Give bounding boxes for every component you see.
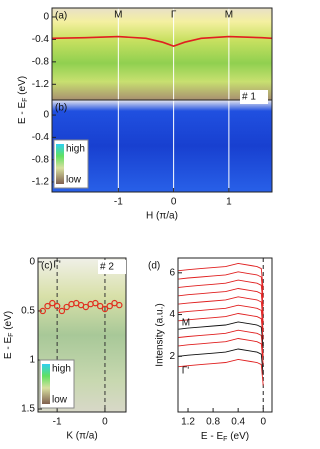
x-axis-label: E - EF (eV) bbox=[201, 431, 249, 443]
label-part: E - E bbox=[3, 337, 14, 360]
label-part: E - E bbox=[17, 102, 28, 125]
y-tick-label: 0.5 bbox=[21, 306, 35, 317]
label-part: E - E bbox=[201, 431, 224, 442]
curve-label: Γ' bbox=[182, 366, 190, 377]
band-point bbox=[63, 303, 70, 311]
edc-curve bbox=[178, 288, 264, 315]
band-point bbox=[116, 301, 123, 309]
symmetry-label: Γ' bbox=[53, 260, 61, 271]
x-tick-label: -1 bbox=[114, 197, 123, 208]
label-box bbox=[98, 260, 126, 274]
band-point bbox=[53, 302, 61, 310]
plot-frame bbox=[177, 257, 273, 413]
curve-label: M bbox=[182, 318, 190, 329]
label-part: (eV) bbox=[227, 431, 249, 442]
colorbar-label: low bbox=[66, 175, 82, 186]
band-point bbox=[49, 299, 56, 307]
band-point bbox=[101, 305, 109, 313]
plot-frame bbox=[51, 99, 273, 193]
symmetry-label: Γ bbox=[171, 10, 177, 21]
y-tick-label: 1 bbox=[29, 355, 35, 366]
y-tick-label: 1.5 bbox=[21, 404, 35, 415]
label-part: F bbox=[8, 333, 15, 337]
edc-curve bbox=[178, 279, 264, 307]
y-tick-label: 4 bbox=[169, 309, 175, 320]
y-tick-label: -0.8 bbox=[32, 56, 50, 67]
band-point bbox=[92, 299, 99, 307]
x-tick-label: 1.2 bbox=[181, 417, 195, 428]
edc-curve bbox=[178, 304, 264, 332]
label-part: F bbox=[223, 436, 227, 443]
x-tick-label: 0 bbox=[260, 417, 266, 428]
x-tick-label: 0.8 bbox=[206, 417, 220, 428]
edc-curve bbox=[178, 338, 264, 365]
band-point bbox=[44, 302, 51, 310]
panel-tag: (a) bbox=[55, 11, 67, 22]
label-box bbox=[240, 90, 268, 104]
band-point bbox=[96, 302, 104, 310]
edc-curve bbox=[178, 271, 264, 298]
edc-curve bbox=[178, 296, 264, 323]
intensity-map bbox=[52, 8, 272, 100]
panel-tag: (c) bbox=[41, 261, 53, 272]
intensity-map bbox=[52, 100, 272, 192]
panel-tag: (d) bbox=[148, 261, 160, 272]
y-tick-label: -0.4 bbox=[32, 132, 50, 143]
x-tick-label: -1 bbox=[53, 417, 62, 428]
y-tick-label: -0.8 bbox=[32, 154, 50, 165]
y-tick-label: 0 bbox=[29, 257, 35, 268]
edc-curve bbox=[178, 313, 264, 340]
colorbar bbox=[42, 364, 50, 404]
x-tick-label: 0.4 bbox=[231, 417, 245, 428]
y-tick-label: 2 bbox=[169, 351, 175, 362]
x-axis-label: K (π/a) bbox=[66, 431, 97, 442]
x-axis-label: H (π/a) bbox=[146, 211, 178, 222]
y-tick-label: -1.2 bbox=[32, 177, 50, 188]
edc-curve bbox=[178, 321, 264, 348]
colorbar bbox=[56, 144, 64, 184]
dispersion-line bbox=[51, 35, 273, 47]
y-tick-label: -1.2 bbox=[32, 79, 50, 90]
y-tick-label: 6 bbox=[169, 267, 175, 278]
label-part: (eV) bbox=[17, 76, 28, 98]
colorbar-label: high bbox=[66, 144, 85, 155]
y-tick-label: 0 bbox=[43, 12, 49, 23]
plot-frame bbox=[37, 257, 127, 413]
edc-curve bbox=[178, 262, 264, 290]
colorbar-label: low bbox=[52, 395, 68, 406]
band-point bbox=[106, 302, 113, 310]
panel-tag: (b) bbox=[55, 103, 67, 114]
colorbar-label: high bbox=[52, 364, 71, 375]
edc-curve bbox=[178, 348, 264, 376]
y-tick-label: 0 bbox=[43, 110, 49, 121]
sample-label: # 1 bbox=[242, 92, 256, 103]
sample-label: # 2 bbox=[100, 262, 114, 273]
x-tick-label: 0 bbox=[171, 197, 177, 208]
x-tick-label: 1 bbox=[226, 197, 232, 208]
edc-curve bbox=[178, 329, 264, 357]
y-tick-label: -0.4 bbox=[32, 34, 50, 45]
band-point bbox=[39, 307, 46, 315]
y-axis-label: E - EF (eV) bbox=[3, 311, 15, 359]
label-part: (eV) bbox=[3, 311, 14, 333]
band-point bbox=[58, 307, 66, 315]
edc-curve bbox=[178, 358, 264, 386]
figure: M Γ M0-0.4-0.8-1.2E - EF (eV)(a)0-0.4-0.8-… bbox=[3, 7, 273, 443]
y-axis-label: E - EF (eV) bbox=[17, 76, 29, 124]
label-part: F bbox=[22, 98, 29, 102]
x-tick-label: 0 bbox=[102, 417, 108, 428]
symmetry-label: M bbox=[225, 10, 233, 21]
y-axis-label: Intensity (a.u.) bbox=[155, 303, 166, 366]
band-point bbox=[82, 303, 90, 311]
symmetry-label: M bbox=[114, 10, 122, 21]
